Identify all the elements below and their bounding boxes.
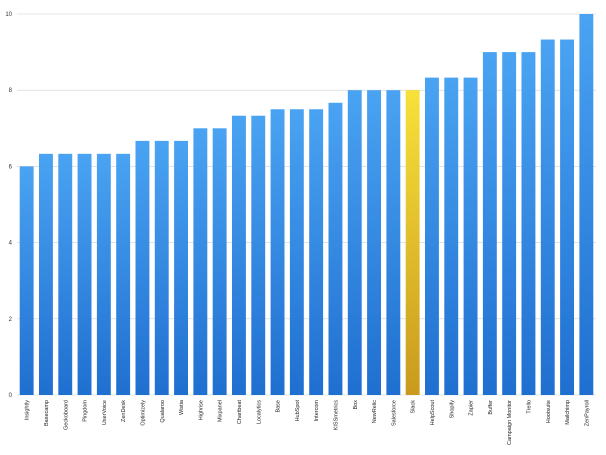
bar-newrelic: [367, 90, 381, 395]
bar-helpscout: [425, 77, 439, 395]
bar-pingdom: [77, 153, 92, 395]
bar-localytics: [251, 115, 266, 395]
bar-base: [270, 109, 285, 395]
x-tick-label: Buffer: [488, 400, 494, 415]
bar-wistia: [174, 140, 188, 395]
bar-hootsuite: [540, 39, 555, 395]
x-tick-label: Highrise: [198, 400, 204, 420]
bar-box: [347, 90, 362, 395]
x-tick-label: Mixpanel: [218, 400, 224, 422]
bar-optimizely: [135, 140, 150, 395]
x-tick-label: UserVoice: [102, 400, 108, 425]
bar-kissmetrics: [328, 102, 343, 396]
x-tick-label: Geckoboard: [63, 400, 69, 430]
bar-shopify: [444, 77, 459, 395]
x-tick-label: Base: [276, 400, 282, 413]
x-tick-label: Salesforce: [391, 400, 397, 426]
gridlines: [17, 13, 596, 396]
x-tick-label: Wistia: [179, 399, 185, 415]
y-tick-label: 2: [9, 317, 13, 323]
x-tick-label: Zapier: [469, 400, 475, 416]
bar-slack: [405, 90, 420, 395]
y-tick-label: 10: [5, 12, 12, 18]
bar-uservoice: [96, 153, 111, 395]
bar-insightly: [19, 166, 34, 395]
bar-mailchimp: [560, 39, 574, 395]
x-tick-label: ZenDesk: [121, 400, 127, 422]
bar-highrise: [193, 128, 208, 396]
x-tick-label: Shopify: [449, 400, 455, 419]
bar-trello: [521, 52, 536, 395]
x-tick-label: Insightly: [25, 400, 31, 420]
x-tick-label: Qualaroo: [160, 400, 166, 423]
bar-chartbeat: [232, 115, 246, 395]
x-tick-label: ZenPayroll: [584, 400, 590, 426]
x-tick-label: Campaign Monitor: [507, 400, 513, 445]
bar-campaign-monitor: [502, 52, 517, 395]
bar-geckoboard: [58, 153, 73, 395]
x-tick-label: NewRelic: [372, 400, 378, 423]
bar-zenpayroll: [579, 14, 594, 395]
bar-zendesk: [116, 153, 131, 395]
x-tick-label: HelpScout: [430, 400, 436, 426]
x-tick-label: Localytics: [256, 400, 262, 424]
bar-buffer: [482, 52, 497, 395]
bar-mixpanel: [212, 128, 227, 396]
y-axis: 0 2 4 6 8 10: [5, 12, 12, 399]
bar-qualaroo: [154, 140, 169, 395]
x-axis: Insightly Basecamp Geckoboard Pingdom UserVo…: [25, 399, 591, 445]
x-tick-label: KISSmetrics: [333, 400, 339, 431]
x-tick-label: Hootsuite: [546, 400, 552, 423]
bars: [19, 14, 594, 396]
x-tick-label: Trello: [526, 400, 532, 414]
y-tick-label: 4: [9, 241, 13, 247]
x-tick-label: Slack: [411, 400, 417, 414]
x-tick-label: Pingdom: [83, 400, 89, 422]
y-tick-label: 0: [9, 393, 13, 399]
x-tick-label: Box: [353, 400, 359, 410]
x-tick-label: HubSpot: [295, 400, 301, 422]
bar-basecamp: [39, 153, 53, 395]
y-tick-label: 6: [9, 164, 13, 170]
x-tick-label: Intercom: [314, 400, 320, 422]
x-tick-label: Mailchimp: [565, 400, 571, 425]
y-tick-label: 8: [9, 88, 13, 94]
bar-zapier: [463, 77, 478, 395]
x-tick-label: Chartbeat: [237, 400, 243, 425]
x-tick-label: Optimizely: [140, 400, 146, 426]
bar-hubspot: [289, 109, 304, 395]
bar-intercom: [309, 109, 324, 395]
x-tick-label: Basecamp: [44, 400, 50, 426]
bar-salesforce: [386, 90, 401, 395]
